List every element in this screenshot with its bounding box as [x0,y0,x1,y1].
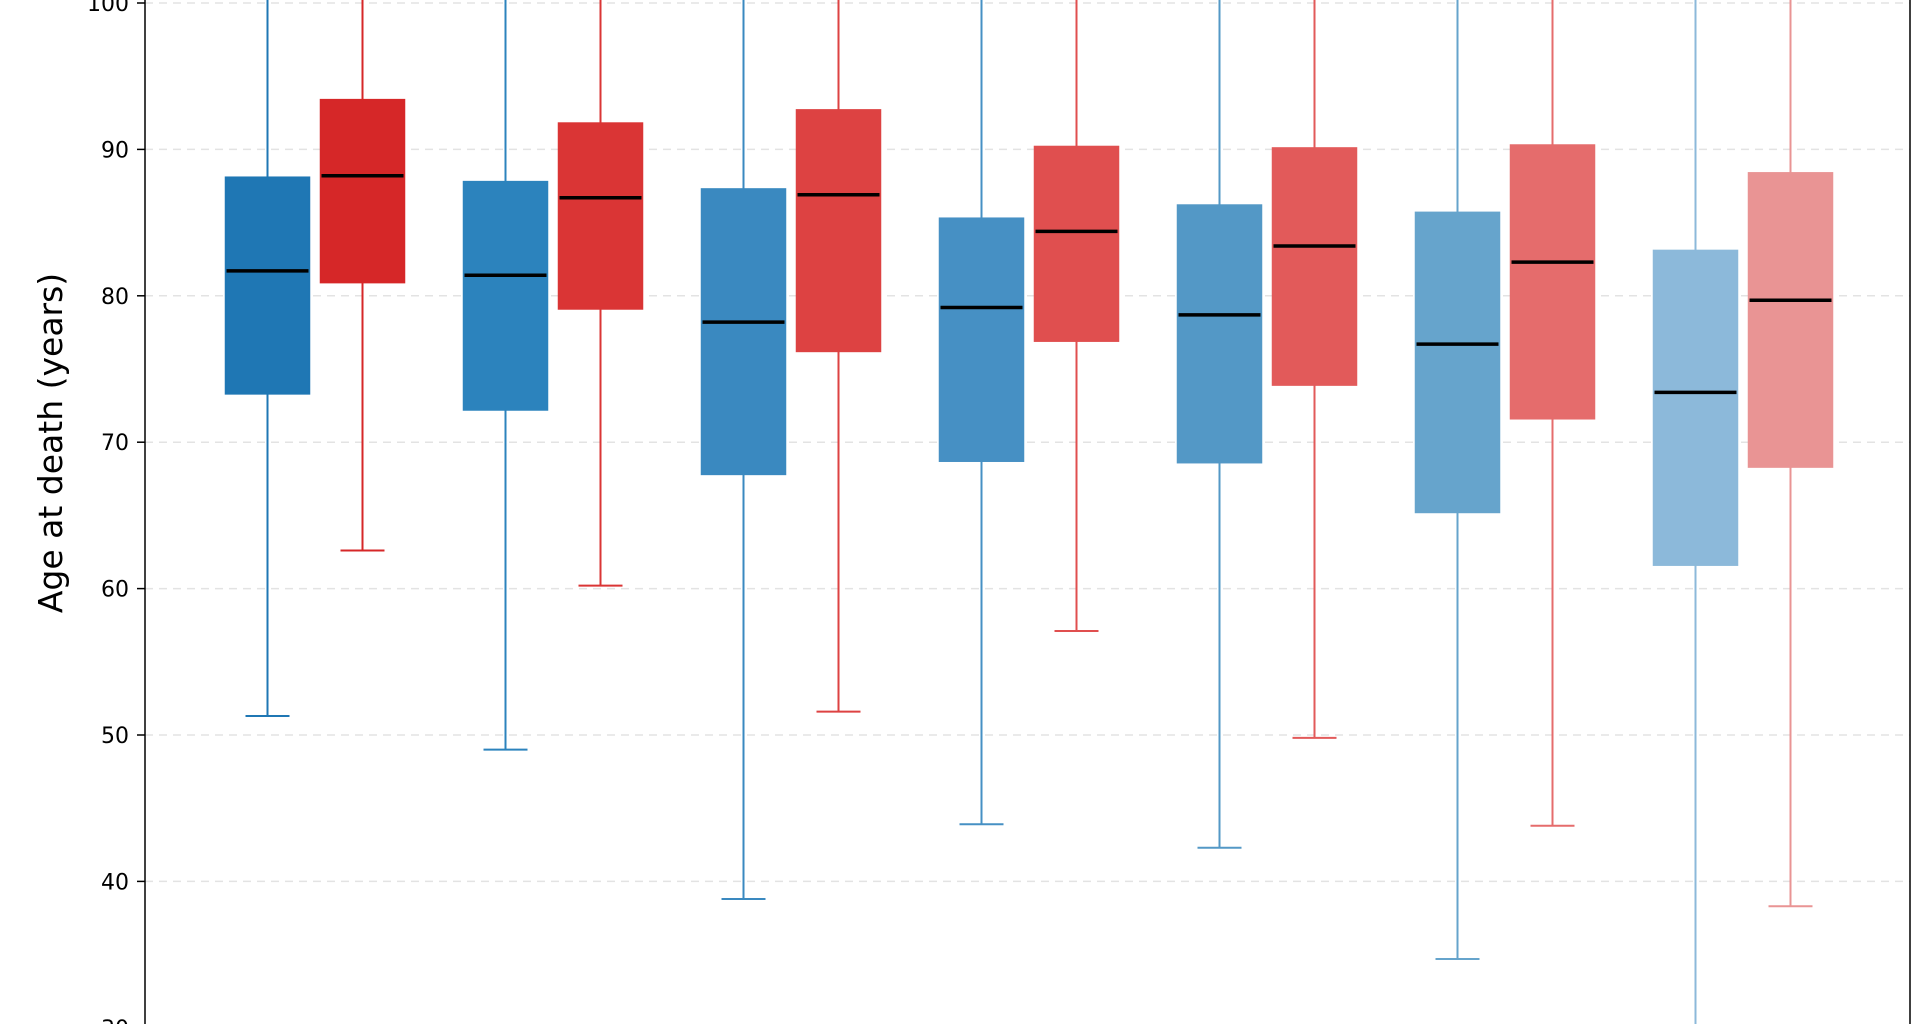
grid-lines [145,2,1910,883]
y-axis-label: Age at death (years) [31,273,70,613]
box-item [1509,0,1596,827]
y-tick-label: 90 [101,138,129,163]
y-tick-label: 50 [101,724,129,749]
box-body [1747,172,1834,468]
box-item [1652,0,1739,1024]
box-item [1033,0,1120,633]
box-body [700,188,787,476]
y-tick-label: 100 [87,0,129,17]
box-body [1271,147,1358,386]
axes: 30 40 50 60 70 80 90 100 [87,0,1911,1024]
box-body [938,217,1025,462]
box-body [319,98,406,284]
y-tick-label: 80 [101,285,129,310]
box-body [795,109,882,353]
box-item [1747,0,1834,908]
y-tick-label: 30 [101,1017,129,1024]
box-item [1271,0,1358,739]
box-series [224,0,1834,1024]
box-item [557,0,644,587]
box-body [1509,144,1596,420]
box-item [938,0,1025,826]
y-tick-label: 70 [101,431,129,456]
box-item [795,0,882,713]
y-tick-label: 60 [101,578,129,603]
box-body [1033,145,1120,342]
box-body [557,122,644,310]
box-body [1652,249,1739,566]
box-body [1176,204,1263,464]
box-item [700,0,787,900]
box-item [319,0,406,552]
box-item [1176,0,1263,849]
box-body [462,180,549,411]
box-body [1414,211,1501,514]
y-tick-label: 40 [101,870,129,895]
box-item [224,0,311,717]
box-item [1414,0,1501,960]
box-item [462,0,549,751]
box-body [224,176,311,395]
